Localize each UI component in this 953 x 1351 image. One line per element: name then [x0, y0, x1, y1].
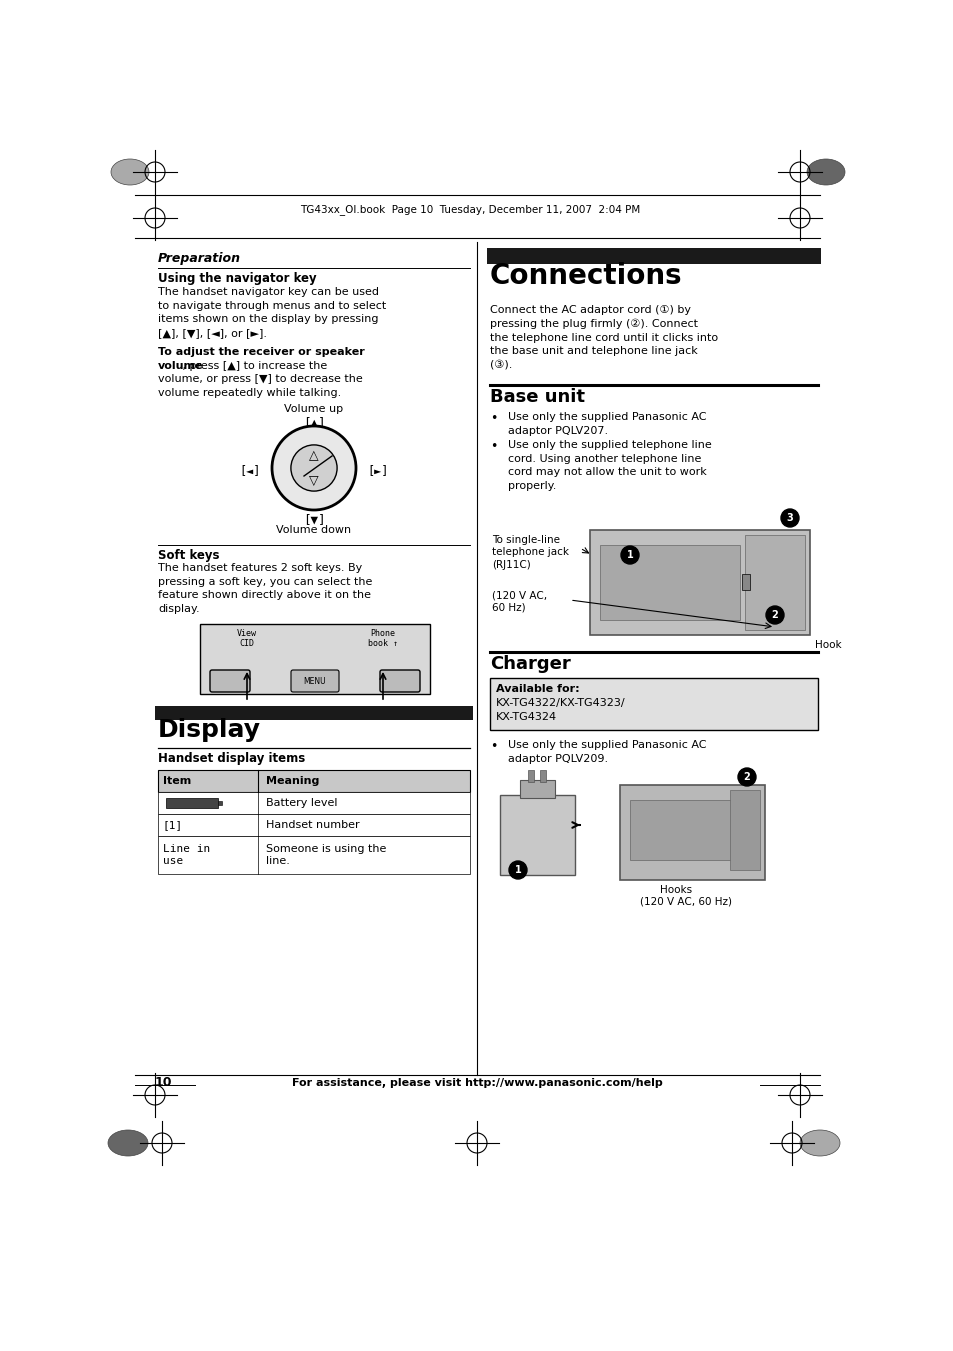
Text: Volume up: Volume up: [284, 404, 343, 413]
Bar: [200, 624, 430, 694]
Circle shape: [738, 767, 755, 786]
FancyBboxPatch shape: [379, 670, 419, 692]
Text: [►]: [►]: [367, 465, 388, 477]
Text: MENU: MENU: [303, 677, 326, 685]
Text: KX-TG4322/KX-TG4323/: KX-TG4322/KX-TG4323/: [496, 698, 625, 708]
Text: 1: 1: [626, 550, 633, 561]
Text: Using the navigator key: Using the navigator key: [158, 272, 316, 285]
Bar: [519, 780, 555, 798]
Ellipse shape: [806, 159, 844, 185]
Text: Battery level: Battery level: [266, 798, 337, 808]
Text: The handset features 2 soft keys. By
pressing a soft key, you can select the
fea: The handset features 2 soft keys. By pre…: [158, 563, 372, 613]
Circle shape: [509, 861, 526, 880]
Bar: [486, 249, 821, 263]
Text: To single-line
telephone jack
(RJ11C): To single-line telephone jack (RJ11C): [492, 535, 568, 570]
Text: Connections: Connections: [490, 262, 682, 290]
Text: •: •: [490, 440, 497, 453]
Text: Hook: Hook: [814, 640, 841, 650]
Text: [▲]: [▲]: [302, 416, 325, 430]
Text: 3: 3: [786, 513, 793, 523]
Text: Base unit: Base unit: [490, 388, 584, 407]
Bar: [166, 798, 218, 808]
Text: (120 V AC,
60 Hz): (120 V AC, 60 Hz): [492, 590, 547, 612]
Text: 10: 10: [154, 1077, 172, 1089]
Text: , press [▲] to increase the
volume, or press [▼] to decrease the
volume repeated: , press [▲] to increase the volume, or p…: [158, 347, 362, 397]
Text: Meaning: Meaning: [266, 775, 319, 786]
Text: [▼]: [▼]: [302, 513, 325, 526]
Text: Volume down: Volume down: [276, 526, 352, 535]
Text: TG43xx_OI.book  Page 10  Tuesday, December 11, 2007  2:04 PM: TG43xx_OI.book Page 10 Tuesday, December…: [299, 204, 639, 215]
Text: Use only the supplied Panasonic AC
adaptor PQLV209.: Use only the supplied Panasonic AC adapt…: [507, 740, 706, 763]
Bar: [158, 792, 470, 815]
Text: Hooks: Hooks: [659, 885, 691, 894]
Text: Use only the supplied Panasonic AC
adaptor PQLV207.: Use only the supplied Panasonic AC adapt…: [507, 412, 706, 435]
Text: Handset display items: Handset display items: [158, 753, 305, 765]
Circle shape: [620, 546, 639, 563]
Text: Handset number: Handset number: [266, 820, 359, 830]
Bar: [589, 530, 809, 635]
Ellipse shape: [800, 1129, 840, 1156]
Text: (120 V AC, 60 Hz): (120 V AC, 60 Hz): [639, 897, 731, 907]
Text: View
CID: View CID: [236, 630, 256, 648]
Text: Phone
book ↑: Phone book ↑: [368, 630, 397, 648]
Text: 1: 1: [514, 865, 521, 875]
Bar: [154, 707, 473, 720]
Bar: [490, 678, 817, 730]
Circle shape: [781, 509, 799, 527]
Text: •: •: [490, 412, 497, 426]
Text: To adjust the receiver or speaker
volume: To adjust the receiver or speaker volume: [158, 347, 364, 370]
Text: •: •: [490, 740, 497, 753]
Bar: [629, 800, 754, 861]
Text: For assistance, please visit http://www.panasonic.com/help: For assistance, please visit http://www.…: [292, 1078, 661, 1088]
Circle shape: [272, 426, 355, 509]
Text: Soft keys: Soft keys: [158, 549, 219, 562]
Text: Use only the supplied telephone line
cord. Using another telephone line
cord may: Use only the supplied telephone line cor…: [507, 440, 711, 490]
Bar: [744, 535, 804, 630]
Circle shape: [291, 444, 336, 492]
Text: [◄]: [◄]: [239, 465, 260, 477]
Text: Display: Display: [158, 717, 261, 742]
Text: Item: Item: [163, 775, 191, 786]
Text: Line in
use: Line in use: [163, 844, 210, 866]
Text: [1]: [1]: [163, 820, 183, 830]
Text: Connect the AC adaptor cord (①) by
pressing the plug firmly (②). Connect
the tel: Connect the AC adaptor cord (①) by press…: [490, 305, 718, 370]
Bar: [499, 794, 575, 875]
Bar: [729, 790, 760, 870]
Text: △: △: [309, 450, 318, 462]
Text: Available for:: Available for:: [496, 684, 579, 694]
Text: KX-TG4324: KX-TG4324: [496, 712, 557, 721]
Bar: [619, 785, 764, 880]
Bar: [599, 544, 740, 620]
Text: 2: 2: [771, 611, 778, 620]
Ellipse shape: [108, 1129, 148, 1156]
Text: Preparation: Preparation: [158, 253, 241, 265]
Bar: [158, 770, 470, 792]
Bar: [527, 770, 534, 782]
Bar: [158, 815, 470, 836]
Text: 2: 2: [742, 771, 750, 782]
Text: ▽: ▽: [309, 473, 318, 486]
FancyBboxPatch shape: [210, 670, 250, 692]
Bar: [158, 836, 470, 874]
Ellipse shape: [111, 159, 149, 185]
Bar: [741, 574, 749, 590]
Circle shape: [765, 607, 783, 624]
Text: The handset navigator key can be used
to navigate through menus and to select
it: The handset navigator key can be used to…: [158, 286, 386, 338]
FancyBboxPatch shape: [291, 670, 338, 692]
Bar: [539, 770, 545, 782]
Bar: [218, 801, 222, 805]
Text: Someone is using the
line.: Someone is using the line.: [266, 844, 386, 866]
Text: Charger: Charger: [490, 655, 570, 673]
